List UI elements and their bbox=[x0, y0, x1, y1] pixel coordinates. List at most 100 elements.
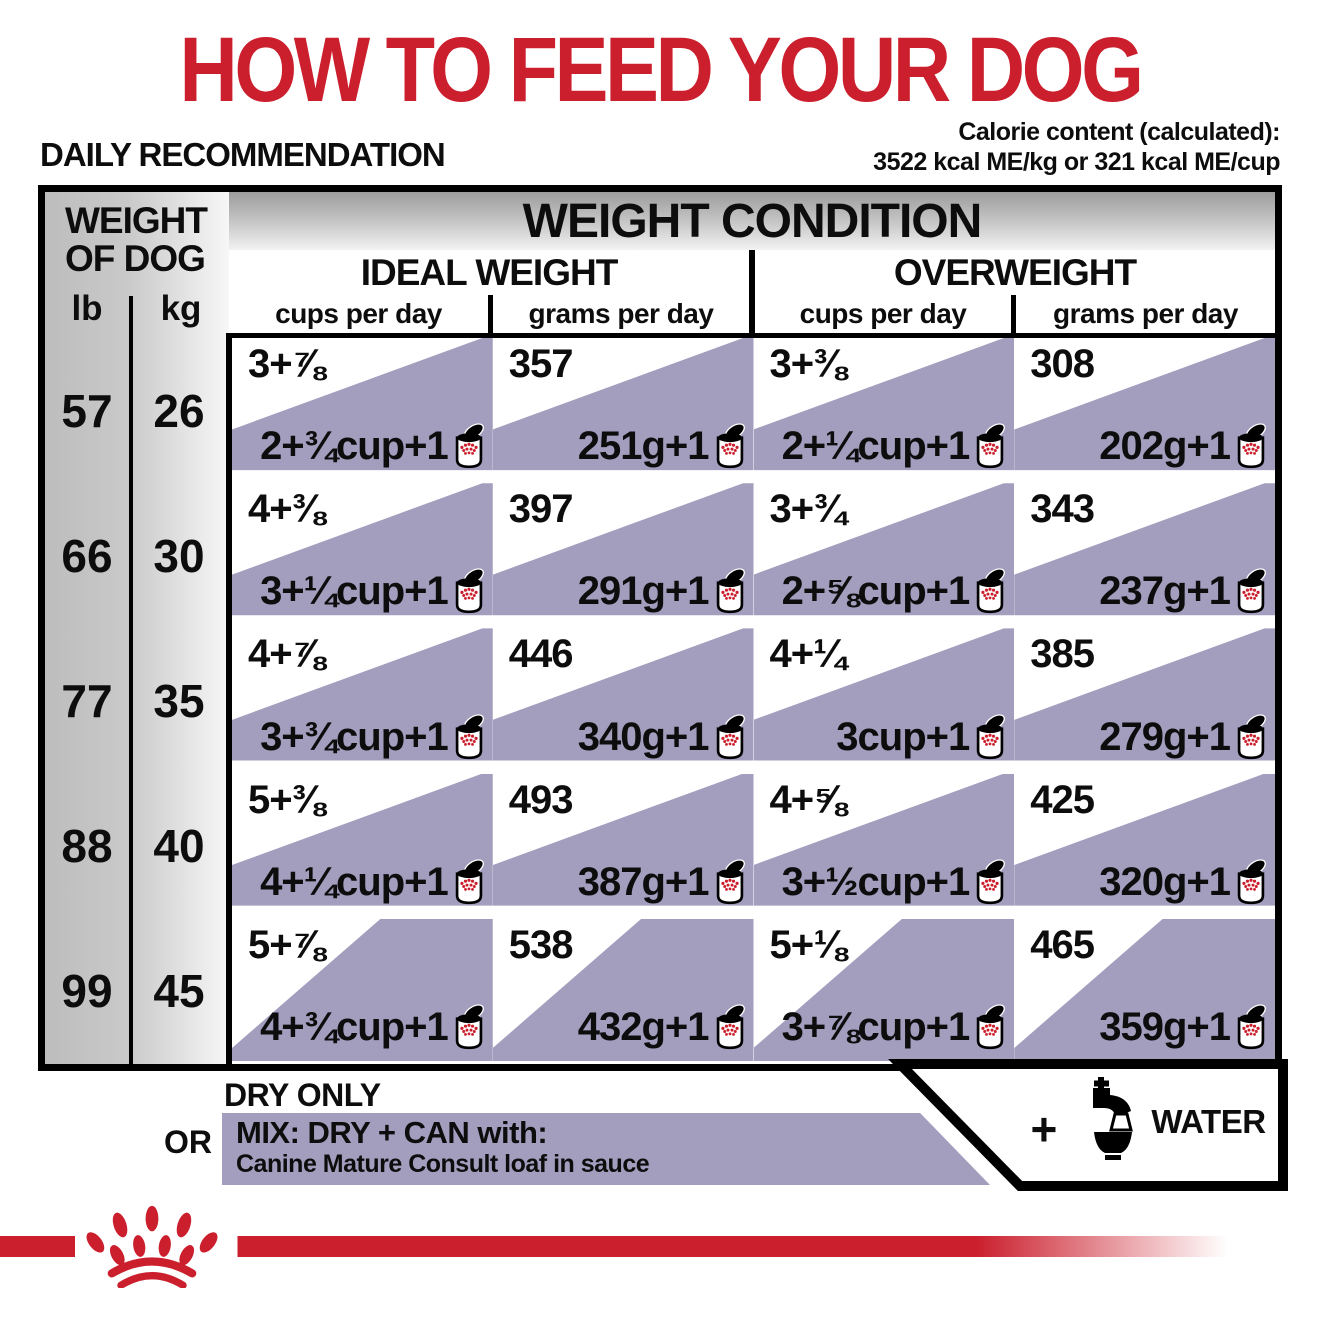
feeding-cell: 385 279g+1 bbox=[1014, 628, 1275, 774]
dry-amount: 3+¾ bbox=[769, 487, 847, 532]
mix-amount: 2+¾cup+1 bbox=[260, 423, 484, 470]
mix-amount-text: 2+⅝cup+1 bbox=[781, 569, 971, 614]
feeding-table: WEIGHT OF DOG lb kg 57 26 66 30 77 35 88 40 99 45… bbox=[38, 185, 1282, 1071]
mix-amount-text: 291g+1 bbox=[577, 569, 710, 614]
weight-row: 88 40 bbox=[45, 774, 229, 919]
mix-amount: 3+¾cup+1 bbox=[260, 713, 484, 761]
overweight-grams-header: grams per day bbox=[1053, 298, 1238, 329]
weight-row: 57 26 bbox=[45, 338, 229, 483]
mix-title: MIX: DRY + CAN with: bbox=[236, 1115, 548, 1150]
dry-amount: 493 bbox=[508, 777, 574, 822]
feeding-cell: 3+¾ 2+⅝cup+1 bbox=[753, 483, 1015, 629]
can-icon bbox=[716, 858, 745, 904]
weight-header-line1: WEIGHT bbox=[65, 200, 208, 241]
mix-amount: 279g+1 bbox=[1099, 713, 1266, 761]
dry-amount: 397 bbox=[508, 487, 574, 532]
can-icon bbox=[977, 568, 1006, 614]
mix-amount-text: 4+¼cup+1 bbox=[260, 859, 449, 904]
mix-amount: 291g+1 bbox=[578, 568, 745, 615]
mix-amount: 2+¼cup+1 bbox=[782, 423, 1006, 470]
mix-amount: 4+¼cup+1 bbox=[260, 858, 484, 906]
dry-amount: 357 bbox=[508, 342, 574, 386]
weight-row: 99 45 bbox=[45, 919, 229, 1064]
weight-lb-value: 57 bbox=[61, 384, 113, 437]
faucet-icon bbox=[1093, 1077, 1134, 1160]
page-title: HOW TO FEED YOUR DOG bbox=[179, 19, 1144, 121]
can-icon bbox=[1237, 713, 1266, 759]
can-icon bbox=[716, 568, 745, 614]
feeding-cell: 343 237g+1 bbox=[1014, 483, 1275, 629]
can-icon bbox=[455, 713, 484, 759]
calorie-content: Calorie content (calculated): 3522 kcal … bbox=[873, 118, 1280, 177]
feeding-cell: 3+⅜ 2+¼cup+1 bbox=[753, 338, 1015, 484]
ideal-cups-header: cups per day bbox=[275, 298, 442, 329]
mix-amount: 3cup+1 bbox=[836, 713, 1006, 761]
dry-amount: 308 bbox=[1030, 342, 1095, 386]
weight-lb-value: 88 bbox=[61, 820, 113, 873]
dry-amount: 343 bbox=[1030, 487, 1095, 532]
mix-amount-text: 3+⅞cup+1 bbox=[781, 1004, 971, 1049]
can-icon bbox=[977, 713, 1006, 759]
weight-condition-header: WEIGHT CONDITION bbox=[229, 192, 1275, 250]
can-icon bbox=[455, 1003, 484, 1050]
feeding-cell: 5+⅜ 4+¼cup+1 bbox=[232, 773, 493, 919]
daily-recommendation-label: DAILY RECOMMENDATION bbox=[40, 136, 446, 173]
dry-only-label: DRY ONLY bbox=[224, 1077, 381, 1113]
weight-rows: 57 26 66 30 77 35 88 40 99 45 bbox=[45, 338, 229, 1064]
overweight-cups-header: cups per day bbox=[799, 298, 967, 329]
feeding-cell: 5+⅛ 3+⅞cup+1 bbox=[753, 918, 1015, 1064]
can-icon bbox=[716, 1003, 745, 1050]
can-icon bbox=[716, 423, 745, 469]
can-icon bbox=[1237, 568, 1266, 614]
weight-kg-value: 26 bbox=[153, 384, 205, 437]
mix-amount-text: 251g+1 bbox=[577, 424, 710, 469]
can-icon bbox=[455, 858, 484, 904]
weight-kg-value: 35 bbox=[153, 674, 205, 727]
mix-amount: 3+¼cup+1 bbox=[260, 568, 484, 615]
weight-row: 66 30 bbox=[45, 483, 229, 628]
feeding-data-grid: 3+⅞ 2+¾cup+1 357 251g+1 3+⅜ 2+¼cup+1 308 202g+1… bbox=[232, 338, 1275, 1064]
feeding-cell: 3+⅞ 2+¾cup+1 bbox=[232, 338, 493, 484]
mix-amount-text: 359g+1 bbox=[1099, 1004, 1231, 1049]
mix-amount: 237g+1 bbox=[1099, 568, 1266, 615]
mix-amount: 202g+1 bbox=[1099, 423, 1266, 470]
dry-amount: 385 bbox=[1030, 632, 1095, 677]
weight-kg-value: 40 bbox=[153, 820, 205, 873]
royal-canin-crown-logo bbox=[86, 1205, 218, 1288]
mix-amount-text: 279g+1 bbox=[1099, 714, 1231, 759]
can-icon bbox=[455, 423, 484, 469]
mix-amount-text: 3+¾cup+1 bbox=[260, 714, 449, 759]
feeding-cell: 465 359g+1 bbox=[1014, 918, 1275, 1064]
mix-amount: 359g+1 bbox=[1099, 1003, 1266, 1051]
mix-amount-text: 2+¼cup+1 bbox=[781, 424, 971, 469]
plus-sign: + bbox=[1030, 1103, 1058, 1155]
feeding-cell: 4+¼ 3cup+1 bbox=[753, 628, 1015, 774]
mix-amount-text: 2+¾cup+1 bbox=[260, 424, 449, 469]
mix-amount: 3+½cup+1 bbox=[781, 858, 1006, 906]
feeding-cell: 4+⅞ 3+¾cup+1 bbox=[232, 628, 493, 774]
can-icon bbox=[977, 423, 1006, 469]
mix-amount-text: 3+½cup+1 bbox=[781, 859, 971, 904]
dry-amount: 465 bbox=[1030, 922, 1095, 967]
ideal-grams-header: grams per day bbox=[528, 298, 714, 329]
mix-amount: 2+⅝cup+1 bbox=[782, 568, 1006, 615]
feeding-cell: 4+⅝ 3+½cup+1 bbox=[753, 773, 1015, 919]
can-icon bbox=[977, 1003, 1006, 1050]
calorie-line2: 3522 kcal ME/kg or 321 kcal ME/cup bbox=[873, 147, 1280, 176]
weight-lb-value: 99 bbox=[61, 965, 113, 1018]
mix-amount: 432g+1 bbox=[577, 1003, 745, 1051]
feeding-cell: 397 291g+1 bbox=[492, 483, 754, 629]
mix-amount-text: 432g+1 bbox=[577, 1004, 710, 1049]
dry-amount: 4+⅞ bbox=[248, 632, 325, 677]
mix-amount: 4+¾cup+1 bbox=[260, 1003, 484, 1051]
weight-kg-value: 30 bbox=[153, 529, 205, 582]
mix-amount-text: 387g+1 bbox=[577, 859, 710, 904]
mix-amount-text: 4+¾cup+1 bbox=[260, 1004, 449, 1049]
weight-kg-value: 45 bbox=[153, 965, 205, 1018]
dry-amount: 4+¼ bbox=[769, 632, 847, 677]
can-icon bbox=[455, 568, 484, 614]
feeding-cell: 308 202g+1 bbox=[1014, 338, 1275, 484]
mix-amount-text: 202g+1 bbox=[1099, 424, 1231, 469]
weight-header-line2: OF DOG bbox=[65, 238, 206, 280]
mix-amount: 320g+1 bbox=[1099, 858, 1266, 906]
